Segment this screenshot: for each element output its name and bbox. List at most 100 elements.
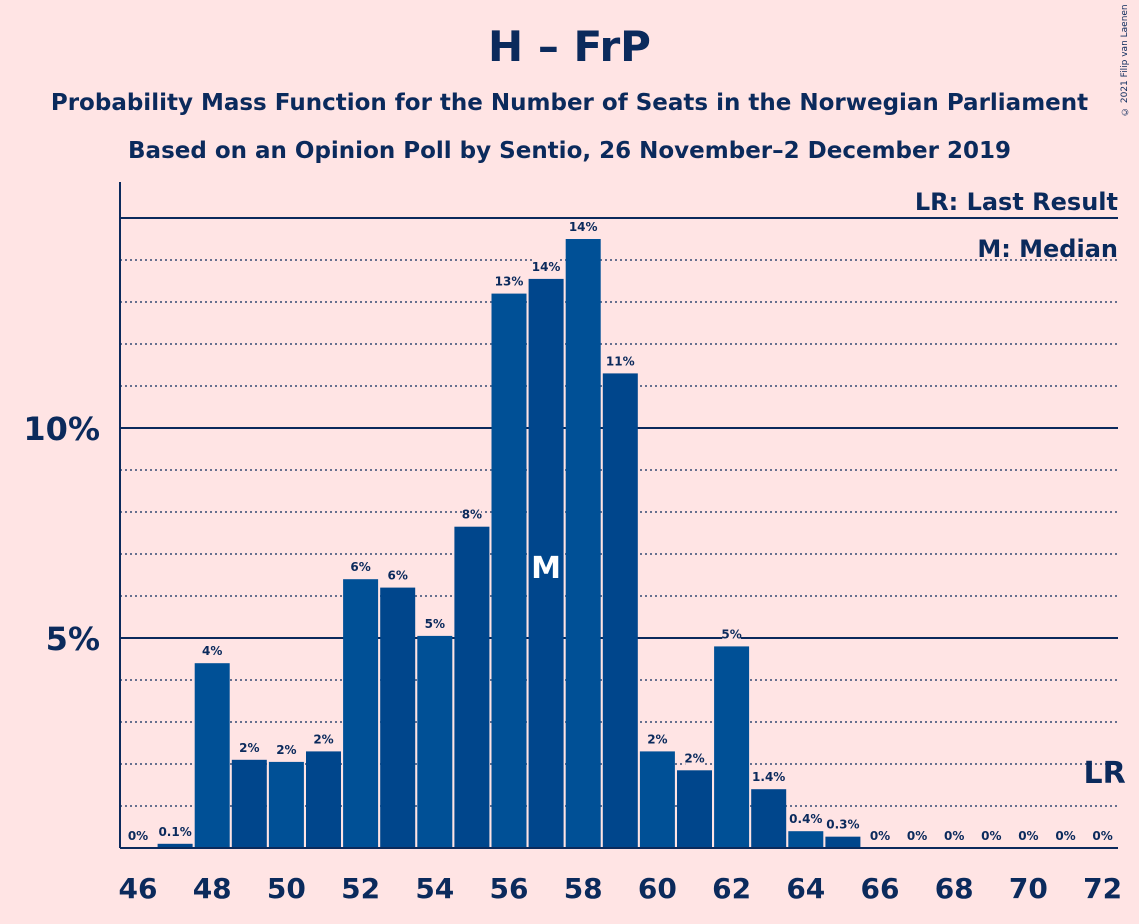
x-tick-label-54: 54: [415, 872, 454, 905]
data-label-seat-49: 2%: [239, 741, 259, 755]
data-label-seat-71: 0%: [1055, 829, 1075, 843]
data-label-bg: [158, 823, 192, 839]
bars: [157, 239, 861, 849]
x-tick-label-68: 68: [935, 872, 974, 905]
x-tick-label-52: 52: [341, 872, 380, 905]
data-label-seat-60: 2%: [647, 732, 667, 746]
data-label-bg: [1019, 828, 1038, 843]
bar-seat-55: [454, 526, 490, 848]
x-tick-label-70: 70: [1009, 872, 1048, 905]
data-label-bg: [425, 615, 444, 631]
data-label-seat-58: 14%: [569, 220, 598, 234]
data-label-bg: [351, 559, 370, 575]
data-label-bg: [648, 731, 667, 747]
bar-seat-52: [343, 579, 379, 848]
data-label-bg: [722, 626, 741, 642]
x-tick-label-50: 50: [267, 872, 306, 905]
x-tick-label-60: 60: [638, 872, 677, 905]
x-tick-label-66: 66: [861, 872, 900, 905]
bar-seat-65: [825, 836, 861, 848]
bar-seat-62: [714, 646, 750, 848]
data-label-seat-56: 13%: [495, 275, 524, 289]
bar-seat-51: [306, 751, 341, 848]
data-label-seat-50: 2%: [276, 743, 296, 757]
data-label-bg: [240, 739, 259, 755]
data-label-seat-55: 8%: [462, 508, 482, 522]
data-label-bg: [870, 828, 890, 843]
data-label-seat-54: 5%: [425, 617, 445, 631]
bar-seat-56: [491, 293, 527, 849]
data-label-bg: [826, 816, 860, 832]
y-tick-label-5: 5%: [46, 620, 100, 658]
chart-title: H – FrP: [488, 22, 651, 71]
bar-seat-49: [231, 759, 267, 848]
bar-seat-47: [157, 843, 193, 848]
data-label-seat-72: 0%: [1092, 829, 1112, 843]
data-label-seat-57: 14%: [532, 260, 561, 274]
bar-seat-54: [417, 635, 453, 848]
data-label-bg: [388, 567, 407, 583]
data-label-seat-64: 0.4%: [789, 812, 822, 826]
data-label-seat-47: 0.1%: [158, 825, 191, 839]
median-marker: M: [531, 551, 561, 586]
bar-seat-57: [528, 278, 564, 848]
data-label-seat-51: 2%: [313, 732, 333, 746]
x-tick-label-62: 62: [712, 872, 751, 905]
data-label-bg: [462, 506, 482, 522]
data-label-seat-46: 0%: [128, 829, 148, 843]
bar-seat-61: [677, 770, 712, 848]
bar-seat-58: [565, 239, 601, 848]
x-tick-label-58: 58: [564, 872, 603, 905]
data-label-bg: [128, 828, 148, 843]
data-label-seat-53: 6%: [388, 569, 408, 583]
data-label-seat-63: 1.4%: [752, 770, 785, 784]
data-label-seat-62: 5%: [721, 627, 741, 641]
legend-last-result: LR: Last Result: [915, 188, 1118, 216]
data-label-seat-48: 4%: [202, 644, 222, 658]
bar-seat-60: [639, 751, 675, 848]
x-tick-label-72: 72: [1083, 872, 1122, 905]
x-tick-label-48: 48: [193, 872, 232, 905]
x-tick-label-46: 46: [119, 872, 158, 905]
y-tick-label-10: 10%: [23, 410, 100, 448]
data-label-bg: [789, 811, 823, 827]
bar-seat-53: [380, 587, 416, 848]
data-label-bg: [1093, 828, 1112, 843]
data-label-bg: [752, 769, 786, 785]
data-label-seat-68: 0%: [944, 829, 964, 843]
data-label-bg: [496, 273, 522, 289]
data-label-bg: [314, 731, 333, 747]
data-label-seat-52: 6%: [350, 560, 370, 574]
chart-subtitle-1: Probability Mass Function for the Number…: [50, 90, 1089, 116]
data-label-bg: [533, 258, 559, 274]
bar-seat-64: [788, 831, 824, 848]
bar-seat-63: [751, 789, 787, 848]
data-label-seat-65: 0.3%: [826, 818, 859, 832]
data-label-seat-70: 0%: [1018, 829, 1038, 843]
data-label-bg: [607, 353, 634, 369]
data-label-seat-59: 11%: [606, 354, 635, 368]
legend: LR: Last Result M: Median: [915, 188, 1118, 263]
last-result-marker: LR: [1083, 756, 1125, 791]
data-label-bg: [685, 750, 704, 766]
data-labels: 0% 0.1% 4% 2% 2% 2% 6% 6% 5% 8% 13% 14% 14% 11% 2% 2% 5%…: [128, 219, 1126, 843]
data-label-seat-66: 0%: [870, 829, 890, 843]
data-label-bg: [277, 741, 296, 757]
data-label-bg: [570, 219, 596, 234]
data-label-bg: [203, 643, 222, 659]
data-label-seat-69: 0%: [981, 829, 1001, 843]
x-tick-label-56: 56: [490, 872, 529, 905]
legend-median: M: Median: [977, 235, 1118, 263]
data-label-bg: [982, 828, 1001, 843]
axes: 46 48 50 52 54 56 58 60 62 64 66 68 70 72 5% 10%: [23, 182, 1122, 905]
bar-seat-59: [602, 373, 638, 848]
bar-seat-48: [194, 663, 230, 848]
data-label-seat-61: 2%: [684, 751, 704, 765]
bar-seat-50: [268, 761, 304, 848]
data-label-seat-67: 0%: [907, 829, 927, 843]
gridlines: [120, 217, 1118, 807]
data-label-bg: [945, 828, 964, 843]
data-label-bg: [907, 828, 927, 843]
data-label-bg: [1056, 828, 1075, 843]
